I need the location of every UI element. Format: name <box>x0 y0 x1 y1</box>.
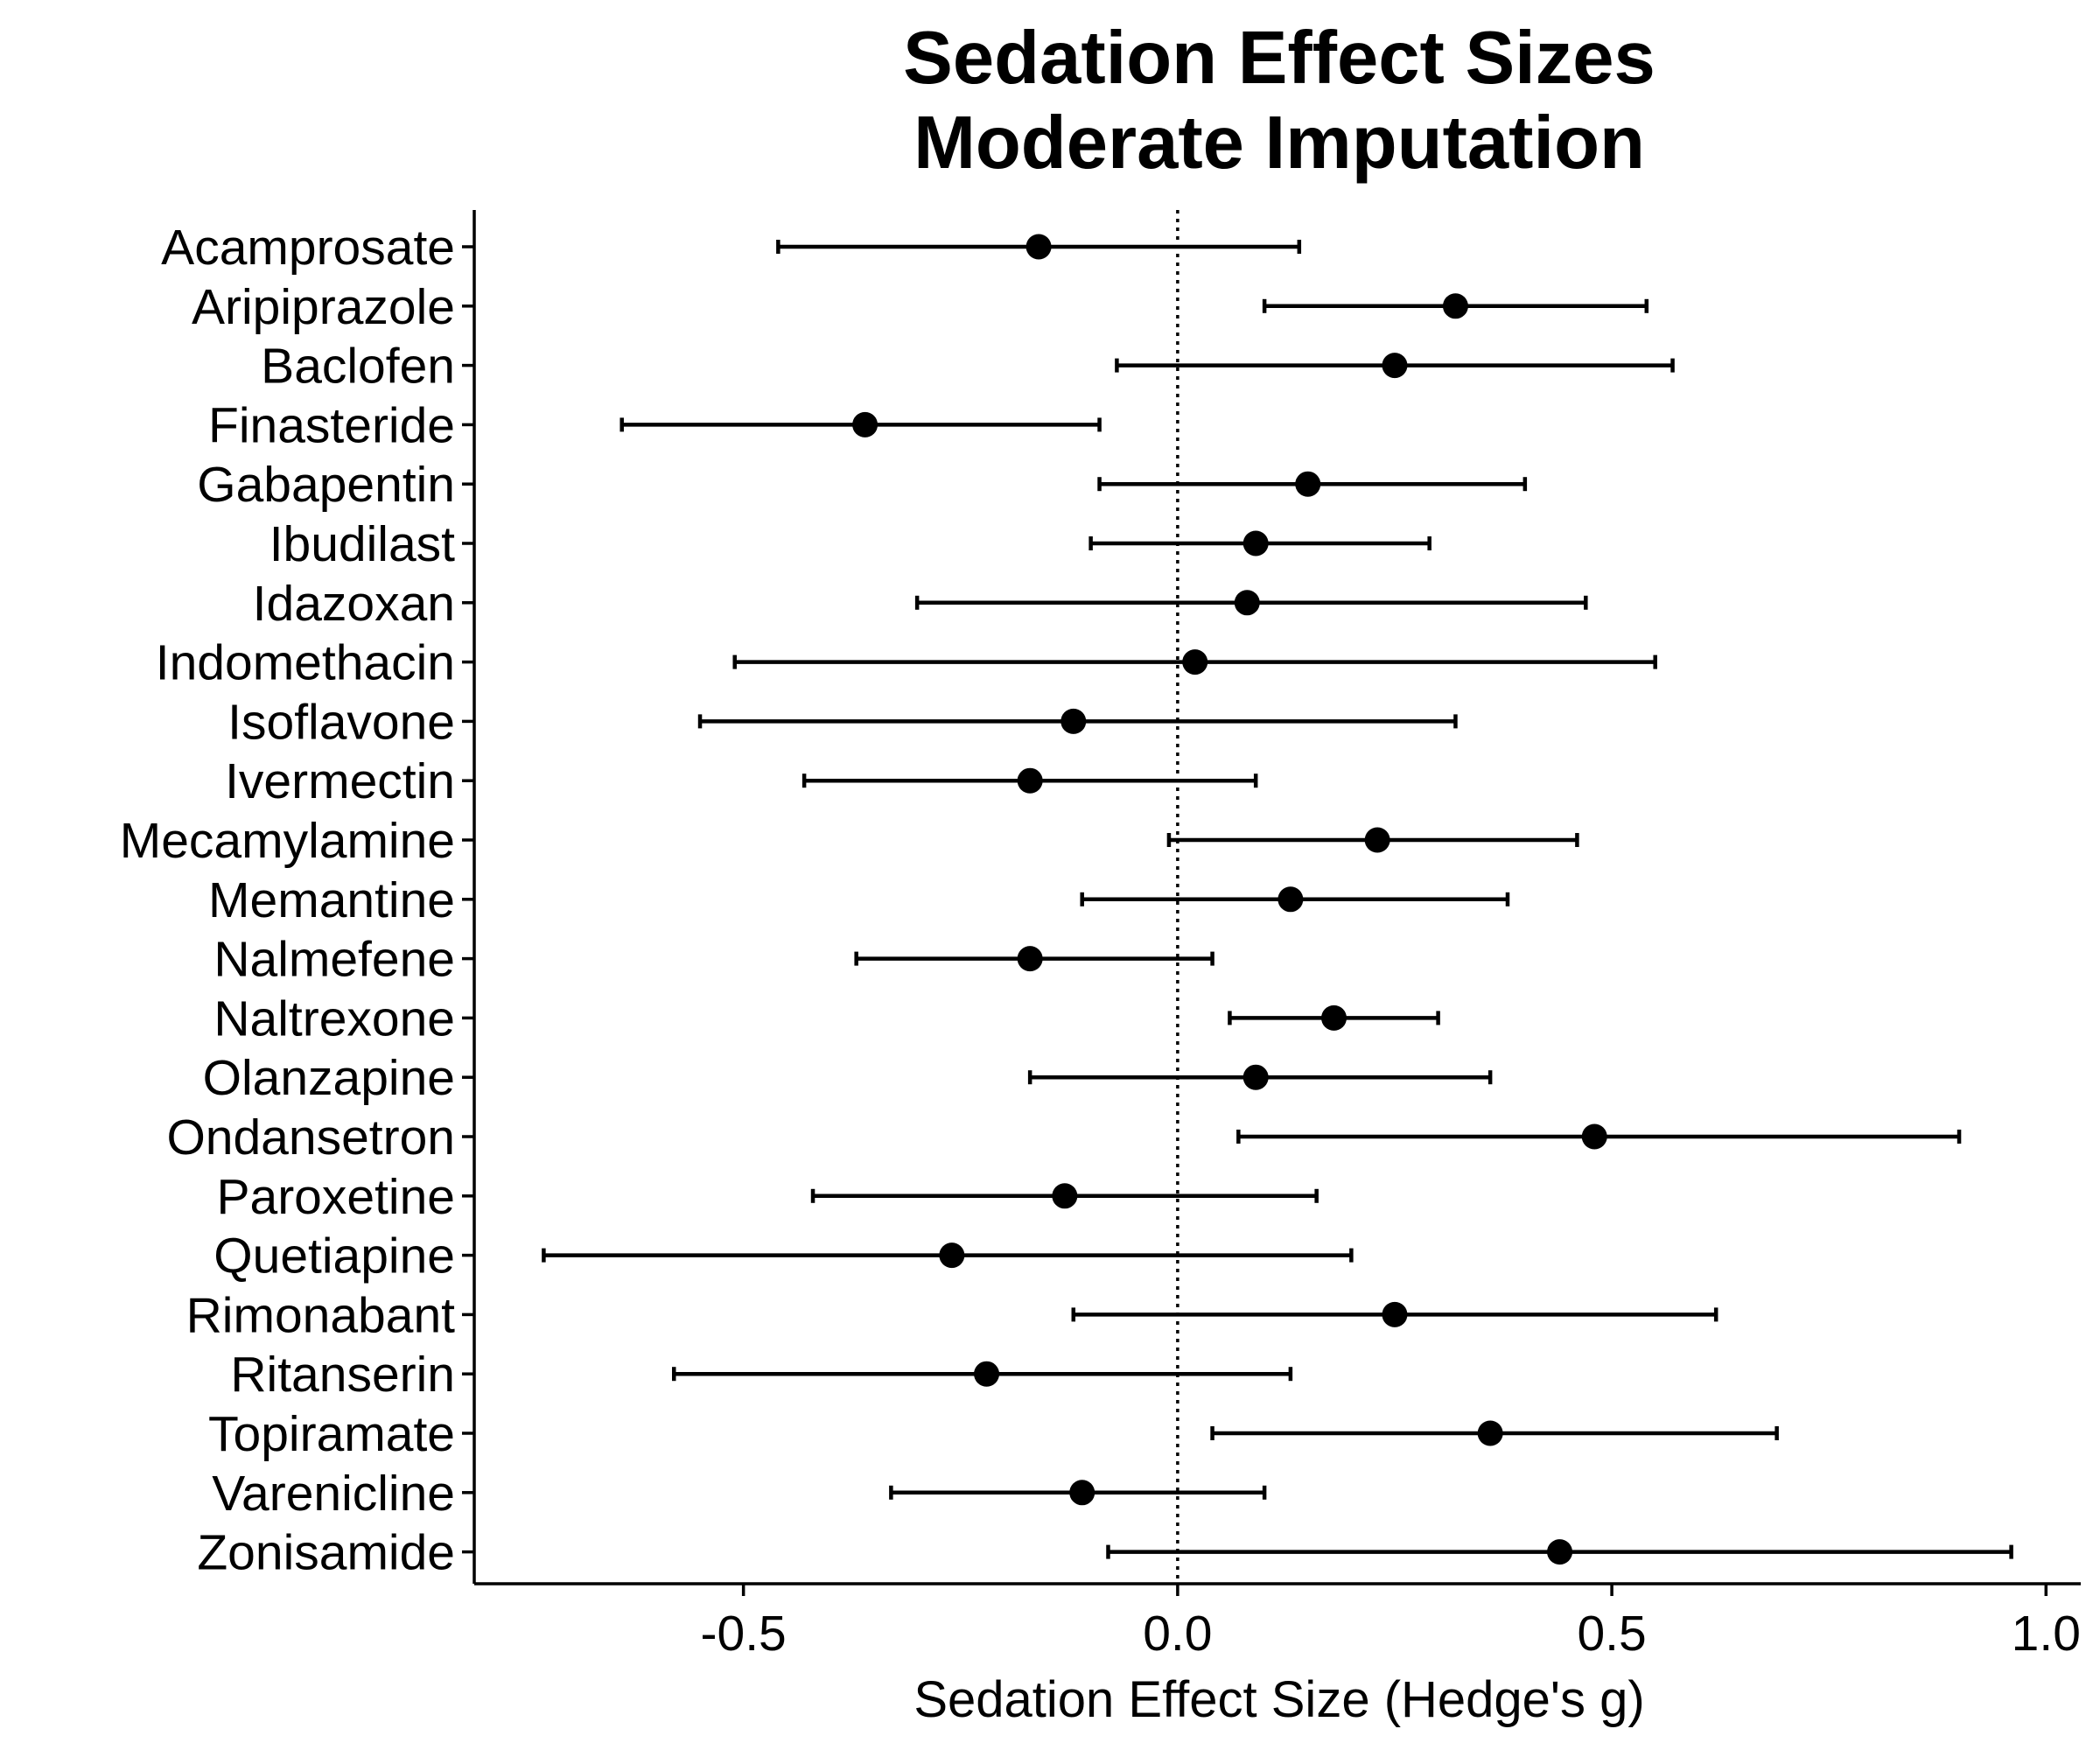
data-row-baclofen <box>1115 353 1675 379</box>
x-tick-label-3: 1.0 <box>2012 1606 2081 1662</box>
point-naltrexone <box>1321 1004 1348 1031</box>
data-row-rimonabant <box>1071 1301 1718 1327</box>
chart-title-line-2: Moderate Imputation <box>914 102 1645 185</box>
point-paroxetine <box>1052 1183 1078 1209</box>
y-tick-label-varenicline: Varenicline <box>212 1466 455 1522</box>
data-row-nalmefene <box>854 946 1214 972</box>
data-row-acamprosate <box>776 234 1302 260</box>
point-mecamylamine <box>1364 827 1390 853</box>
y-tick-label-isoflavone: Isoflavone <box>228 694 455 750</box>
data-row-ondansetron <box>1236 1124 1962 1150</box>
data-row-zonisamide <box>1106 1539 2013 1565</box>
y-tick-label-idazoxan: Idazoxan <box>253 576 455 632</box>
data-row-finasteride <box>620 411 1102 438</box>
data-row-memantine <box>1080 886 1510 913</box>
data-row-gabapentin <box>1097 471 1528 497</box>
x-axis-title: Sedation Effect Size (Hedge's g) <box>914 1671 1644 1728</box>
data-row-varenicline <box>889 1480 1267 1506</box>
point-ritanserin <box>974 1361 1000 1387</box>
y-tick-label-mecamylamine: Mecamylamine <box>120 813 455 869</box>
y-tick-label-olanzapine: Olanzapine <box>203 1050 455 1106</box>
point-rimonabant <box>1382 1301 1408 1327</box>
point-baclofen <box>1382 353 1408 379</box>
data-row-aripiprazole <box>1262 293 1649 319</box>
data-row-indomethacin <box>732 649 1657 676</box>
data-row-idazoxan <box>914 590 1588 616</box>
chart-title-line-1: Sedation Effect Sizes <box>903 17 1656 100</box>
y-tick-label-ondansetron: Ondansetron <box>166 1110 455 1166</box>
y-tick-label-quetiapine: Quetiapine <box>214 1228 455 1284</box>
y-tick-label-rimonabant: Rimonabant <box>186 1287 456 1343</box>
y-tick-label-paroxetine: Paroxetine <box>216 1169 455 1225</box>
data-row-ritanserin <box>672 1361 1293 1387</box>
point-memantine <box>1278 886 1304 913</box>
y-tick-label-nalmefene: Nalmefene <box>214 932 455 988</box>
y-tick-label-ivermectin: Ivermectin <box>225 753 455 809</box>
point-ondansetron <box>1581 1124 1607 1150</box>
x-tick-label-2: 0.5 <box>1577 1606 1646 1662</box>
point-varenicline <box>1069 1480 1096 1506</box>
axes: AcamprosateAripiprazoleBaclofenFinasteri… <box>120 210 2081 1662</box>
y-tick-label-memantine: Memantine <box>208 872 455 928</box>
data-row-ivermectin <box>802 767 1258 794</box>
y-tick-label-gabapentin: Gabapentin <box>197 457 455 513</box>
data-row-quetiapine <box>542 1242 1354 1269</box>
point-olanzapine <box>1242 1064 1269 1090</box>
y-tick-label-zonisamide: Zonisamide <box>197 1525 455 1581</box>
y-tick-label-baclofen: Baclofen <box>261 339 455 395</box>
data-row-paroxetine <box>810 1183 1319 1209</box>
data-row-isoflavone <box>697 708 1458 734</box>
point-ibudilast <box>1242 530 1269 556</box>
point-isoflavone <box>1060 708 1087 734</box>
point-aripiprazole <box>1442 293 1468 319</box>
point-idazoxan <box>1234 590 1260 616</box>
data-row-ibudilast <box>1088 530 1432 556</box>
data-row-olanzapine <box>1027 1064 1493 1090</box>
y-tick-label-ritanserin: Ritanserin <box>230 1347 455 1403</box>
data-row-naltrexone <box>1228 1004 1440 1031</box>
y-tick-label-aripiprazole: Aripiprazole <box>192 279 455 335</box>
y-tick-label-acamprosate: Acamprosate <box>161 220 455 276</box>
point-topiramate <box>1477 1420 1503 1446</box>
y-tick-label-topiramate: Topiramate <box>208 1406 455 1462</box>
plot-area <box>542 210 2013 1584</box>
y-tick-label-finasteride: Finasteride <box>208 397 455 453</box>
point-ivermectin <box>1017 767 1043 794</box>
y-tick-label-naltrexone: Naltrexone <box>214 990 455 1046</box>
point-acamprosate <box>1026 234 1052 260</box>
data-row-mecamylamine <box>1166 827 1579 853</box>
point-zonisamide <box>1547 1539 1573 1565</box>
x-tick-label-0: -0.5 <box>701 1606 787 1662</box>
y-tick-label-indomethacin: Indomethacin <box>156 635 455 691</box>
x-tick-label-1: 0.0 <box>1143 1606 1212 1662</box>
point-quetiapine <box>939 1242 965 1269</box>
chart-title: Sedation Effect Sizes Moderate Imputatio… <box>903 17 1656 185</box>
point-gabapentin <box>1295 471 1321 497</box>
point-indomethacin <box>1182 649 1208 676</box>
point-nalmefene <box>1017 946 1043 972</box>
point-finasteride <box>852 411 878 438</box>
data-row-topiramate <box>1210 1420 1779 1446</box>
y-tick-label-ibudilast: Ibudilast <box>270 516 455 572</box>
